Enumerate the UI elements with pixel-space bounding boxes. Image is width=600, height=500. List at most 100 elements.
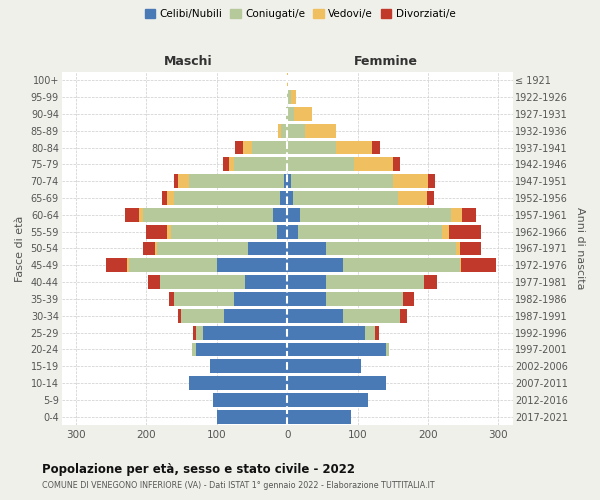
- Bar: [365, 326, 375, 340]
- Bar: [326, 292, 403, 306]
- Bar: [287, 191, 293, 205]
- Bar: [224, 309, 287, 322]
- Bar: [169, 292, 175, 306]
- Bar: [293, 191, 398, 205]
- Bar: [188, 174, 284, 188]
- Bar: [287, 342, 386, 356]
- Bar: [175, 292, 234, 306]
- Bar: [178, 309, 181, 322]
- Bar: [462, 208, 476, 222]
- Bar: [203, 326, 287, 340]
- Bar: [157, 242, 248, 256]
- Bar: [248, 242, 287, 256]
- Bar: [196, 326, 203, 340]
- Bar: [326, 242, 456, 256]
- Bar: [229, 158, 234, 172]
- Bar: [343, 258, 460, 272]
- Bar: [244, 140, 252, 154]
- Bar: [428, 174, 435, 188]
- Bar: [196, 342, 287, 356]
- Y-axis label: Fasce di età: Fasce di età: [15, 216, 25, 282]
- Bar: [167, 191, 175, 205]
- Bar: [127, 258, 128, 272]
- Bar: [287, 376, 386, 390]
- Bar: [273, 208, 287, 222]
- Bar: [175, 174, 178, 188]
- Bar: [343, 309, 400, 322]
- Bar: [375, 326, 379, 340]
- Bar: [300, 208, 451, 222]
- Bar: [287, 292, 326, 306]
- Bar: [287, 275, 326, 289]
- Bar: [398, 191, 427, 205]
- Bar: [460, 242, 481, 256]
- Bar: [424, 275, 437, 289]
- Bar: [171, 225, 277, 238]
- Bar: [460, 258, 461, 272]
- Bar: [354, 158, 393, 172]
- Bar: [287, 158, 354, 172]
- Bar: [178, 174, 188, 188]
- Bar: [442, 225, 449, 238]
- Bar: [188, 376, 287, 390]
- Bar: [193, 326, 196, 340]
- Bar: [294, 107, 312, 121]
- Bar: [337, 140, 371, 154]
- Bar: [280, 191, 287, 205]
- Bar: [160, 275, 245, 289]
- Bar: [167, 225, 171, 238]
- Bar: [125, 208, 139, 222]
- Bar: [143, 208, 273, 222]
- Bar: [287, 124, 305, 138]
- Bar: [287, 90, 290, 104]
- Bar: [287, 258, 343, 272]
- Bar: [162, 191, 167, 205]
- Bar: [245, 275, 287, 289]
- Bar: [181, 309, 224, 322]
- Bar: [287, 225, 298, 238]
- Bar: [277, 225, 287, 238]
- Bar: [143, 242, 155, 256]
- Bar: [175, 191, 280, 205]
- Bar: [287, 242, 326, 256]
- Bar: [287, 74, 288, 87]
- Bar: [223, 158, 229, 172]
- Bar: [386, 342, 389, 356]
- Bar: [217, 258, 287, 272]
- Bar: [290, 90, 296, 104]
- Bar: [286, 107, 287, 121]
- Bar: [146, 225, 167, 238]
- Bar: [106, 258, 127, 272]
- Bar: [287, 140, 337, 154]
- Bar: [287, 410, 350, 424]
- Y-axis label: Anni di nascita: Anni di nascita: [575, 207, 585, 290]
- Bar: [305, 124, 337, 138]
- Bar: [192, 342, 196, 356]
- Bar: [287, 174, 290, 188]
- Bar: [235, 140, 244, 154]
- Bar: [393, 174, 428, 188]
- Bar: [456, 242, 460, 256]
- Bar: [217, 410, 287, 424]
- Legend: Celibi/Nubili, Coniugati/e, Vedovi/e, Divorziati/e: Celibi/Nubili, Coniugati/e, Vedovi/e, Di…: [140, 5, 460, 24]
- Bar: [287, 360, 361, 373]
- Bar: [128, 258, 217, 272]
- Bar: [400, 309, 407, 322]
- Bar: [427, 191, 434, 205]
- Bar: [326, 275, 424, 289]
- Text: Maschi: Maschi: [164, 56, 212, 68]
- Bar: [298, 225, 442, 238]
- Bar: [284, 174, 287, 188]
- Bar: [403, 292, 414, 306]
- Bar: [461, 258, 496, 272]
- Bar: [209, 360, 287, 373]
- Bar: [287, 107, 294, 121]
- Bar: [290, 174, 393, 188]
- Bar: [287, 393, 368, 407]
- Bar: [287, 309, 343, 322]
- Bar: [139, 208, 143, 222]
- Bar: [234, 292, 287, 306]
- Bar: [371, 140, 380, 154]
- Bar: [155, 242, 157, 256]
- Text: COMUNE DI VENEGONO INFERIORE (VA) - Dati ISTAT 1° gennaio 2022 - Elaborazione TU: COMUNE DI VENEGONO INFERIORE (VA) - Dati…: [42, 481, 434, 490]
